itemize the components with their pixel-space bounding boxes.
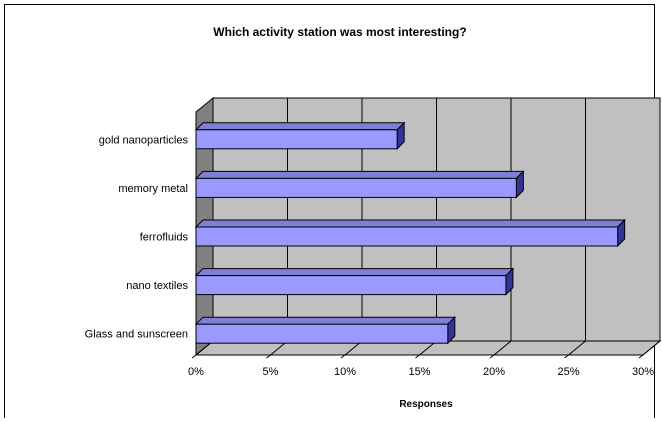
floor-gridline: [642, 340, 661, 356]
x-tick-mark: [266, 354, 271, 359]
x-tick-mark: [638, 354, 644, 359]
x-tick-label: 20%: [483, 366, 505, 378]
x-tick-label: 15%: [408, 366, 430, 378]
x-tick-mark: [415, 354, 420, 359]
plot-area: 0% 5% 10% 15% 20% 25% 30% gold nanoparticles mem…: [85, 96, 662, 378]
chart-title: Which activity station was most interest…: [213, 25, 466, 39]
bar: [195, 323, 449, 344]
bar: [195, 129, 398, 150]
bar-top: [194, 170, 525, 179]
bar-top: [194, 268, 515, 277]
x-tick-mark: [564, 354, 569, 359]
floor-gridline: [568, 340, 586, 356]
floor-gridline: [493, 340, 512, 356]
x-tick-label: 25%: [557, 366, 579, 378]
bar-top: [194, 316, 457, 325]
bar: [195, 177, 517, 198]
y-category-label: ferrofluids: [140, 232, 189, 244]
x-tick-label: 30%: [632, 366, 654, 378]
x-tick-mark: [489, 354, 495, 359]
y-category-label: Glass and sunscreen: [85, 329, 188, 341]
x-tick-label: 10%: [334, 366, 356, 378]
bar: [195, 275, 507, 296]
y-category-label: nano textiles: [126, 280, 188, 292]
bar-top: [194, 219, 626, 228]
x-tick-label: 5%: [263, 366, 279, 378]
x-tick-mark: [191, 354, 197, 359]
y-category-label: memory metal: [118, 183, 188, 195]
x-tick-label: 0%: [188, 366, 204, 378]
bar: [195, 226, 619, 247]
x-axis-label: Responses: [399, 399, 453, 410]
y-category-label: gold nanoparticles: [99, 134, 189, 146]
bar-top: [194, 122, 406, 131]
x-tick-mark: [340, 354, 346, 359]
